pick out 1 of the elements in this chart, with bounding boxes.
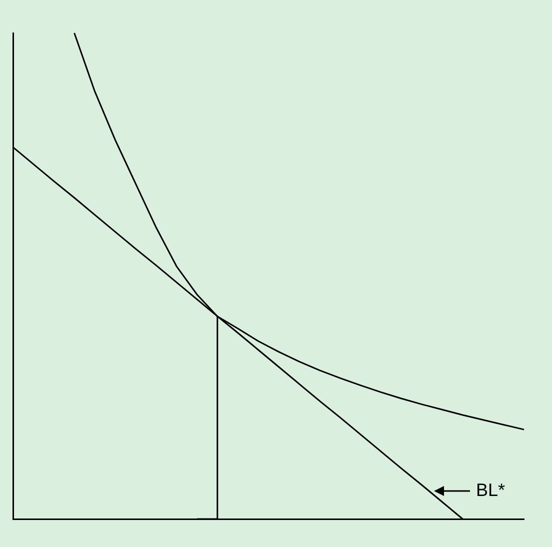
- annotation: BL*: [476, 480, 506, 500]
